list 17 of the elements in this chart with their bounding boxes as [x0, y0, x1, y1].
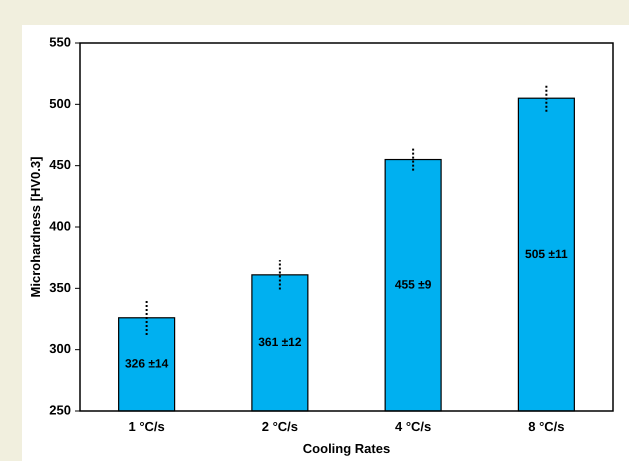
y-tick-label: 550 [49, 34, 71, 50]
data-label: 361 ±12 [258, 335, 302, 350]
data-label: 455 ±9 [394, 277, 432, 292]
x-tick-label: 4 °C/s [394, 419, 432, 434]
y-tick-label: 300 [49, 341, 71, 356]
x-tick-label: 2 °C/s [262, 419, 298, 434]
y-tick-label: 250 [49, 402, 71, 418]
x-axis-title: Cooling Rates [302, 441, 390, 456]
x-tick-label: 1 °C/s [128, 419, 165, 434]
data-label: 326 ±14 [124, 356, 169, 371]
y-tick-label: 500 [49, 96, 71, 111]
x-tick-label: 8 °C/s [528, 419, 565, 434]
y-tick-label: 450 [49, 157, 71, 172]
y-tick-label: 350 [49, 280, 71, 295]
y-axis-title: Microhardness [HV0.3] [28, 156, 43, 298]
y-tick-label: 400 [49, 218, 71, 234]
data-label: 505 ±11 [525, 246, 568, 261]
